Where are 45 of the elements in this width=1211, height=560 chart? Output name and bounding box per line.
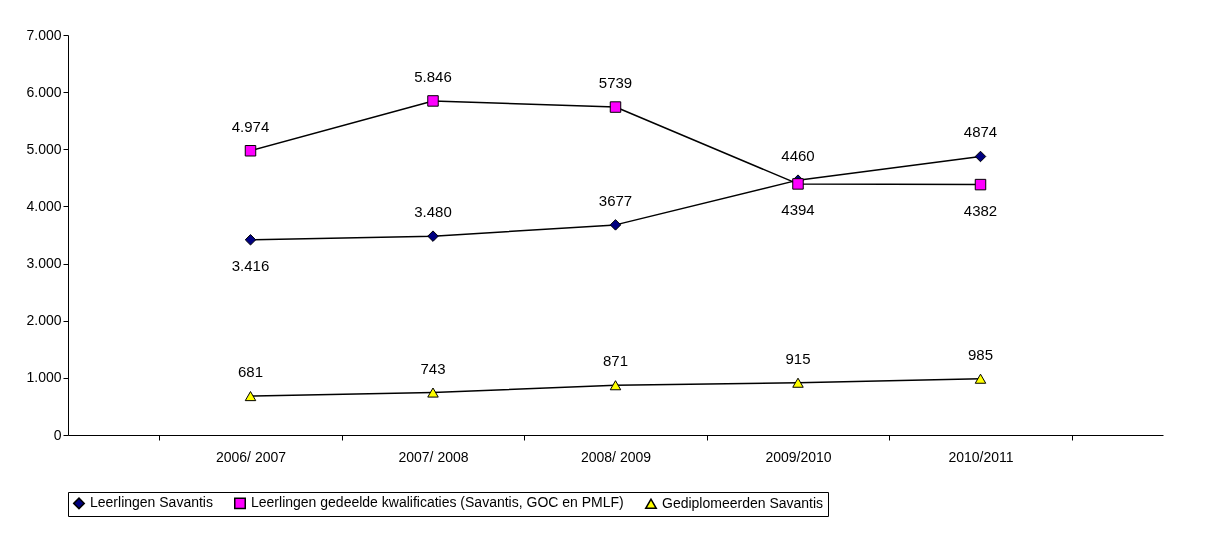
y-tick-label: 3.000 [26,255,62,272]
data-label: 5739 [598,74,633,92]
y-tick-label: 1.000 [26,369,62,386]
x-tick-label: 2009/2010 [765,448,832,465]
point [974,373,987,384]
data-label: 743 [420,359,446,377]
data-label: 4.974 [231,117,270,135]
data-label: 4460 [781,147,815,165]
data-label: 3677 [598,191,633,209]
point [244,391,257,402]
point [609,380,622,391]
point [427,230,439,242]
data-label: 3.416 [231,256,270,274]
y-tick-label: 0 [53,426,62,443]
data-label: 4394 [781,200,815,218]
point [609,219,622,231]
data-label: 985 [967,345,994,363]
x-tick-label: 2007/ 2008 [398,448,469,465]
x-tick-label: 2010/2011 [948,448,1014,465]
x-tick-label: 2008/ 2009 [580,448,652,465]
point [792,377,804,388]
legend-label: Gediplomeerden Savantis [662,494,824,511]
data-label: 915 [785,349,811,367]
y-tick-label: 7.000 [26,26,62,43]
y-tick-label: 6.000 [26,83,62,100]
point [427,95,439,107]
legend-label: Leerlingen gedeelde kwalificaties (Savantis, GOC en PMLF) [251,494,624,511]
point [244,234,257,246]
y-tick-label: 4.000 [26,197,62,214]
point [609,101,622,113]
y-tick-label: 2.000 [26,312,62,329]
data-label: 681 [237,363,264,381]
data-label: 4874 [963,123,998,141]
point [792,178,804,190]
data-label: 871 [602,352,629,370]
data-label: 5.846 [414,67,452,85]
point [244,145,257,157]
y-tick-label: 5.000 [26,140,62,157]
point [974,150,987,163]
point [427,387,439,398]
x-tick-label: 2006/ 2007 [215,448,287,465]
legend-label: Leerlingen Savantis [90,494,213,511]
data-label: 3.480 [414,203,452,221]
point [974,178,987,191]
data-label: 4382 [963,201,998,219]
